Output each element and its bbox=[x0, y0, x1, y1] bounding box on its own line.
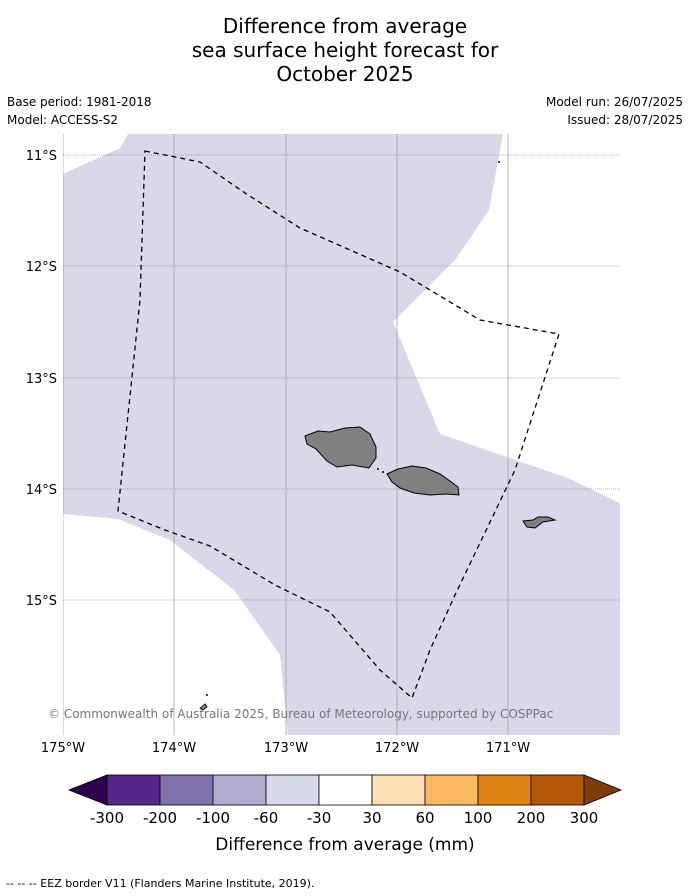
colorbar-tick-label: -200 bbox=[143, 809, 177, 827]
island-tutuila bbox=[522, 516, 557, 529]
colorbar-bin bbox=[106, 774, 161, 806]
colorbar-bin bbox=[530, 774, 585, 806]
colorbar-bin bbox=[159, 774, 214, 806]
colorbar-extend-high bbox=[583, 774, 623, 806]
colorbar-tick-label: -60 bbox=[254, 809, 279, 827]
colorbar-extend-low bbox=[67, 774, 108, 806]
colorbar-bin bbox=[371, 774, 426, 806]
lon-label: 174°W bbox=[152, 741, 196, 756]
title-line-2: sea surface height forecast for bbox=[191, 38, 499, 62]
island-upolu bbox=[386, 465, 460, 496]
lat-label: 13°S bbox=[26, 372, 57, 387]
model-run: Model run: 26/07/2025 bbox=[545, 95, 683, 109]
lat-label: 11°S bbox=[26, 149, 57, 164]
island-apolima bbox=[382, 471, 384, 473]
colorbar-bin bbox=[477, 774, 532, 806]
model-name: Model: ACCESS-S2 bbox=[7, 113, 119, 127]
lat-label: 14°S bbox=[26, 483, 57, 498]
lat-label: 15°S bbox=[26, 594, 57, 609]
map-title: Difference from average sea surface heig… bbox=[0, 14, 690, 86]
island-manono bbox=[377, 468, 379, 470]
lat-label: 12°S bbox=[26, 260, 57, 275]
colorbar-bin bbox=[265, 774, 320, 806]
base-period: Base period: 1981-2018 bbox=[7, 95, 152, 109]
colorbar-tick-label: -100 bbox=[196, 809, 230, 827]
eez-border bbox=[117, 150, 560, 700]
islet-southwest bbox=[206, 694, 208, 696]
colorbar: -300 -200 -100 -60 -30 30 60 100 200 300… bbox=[67, 774, 623, 855]
lon-label: 171°W bbox=[486, 741, 530, 756]
colorbar-title: Difference from average (mm) bbox=[215, 835, 474, 855]
copyright-notice: © Commonwealth of Australia 2025, Bureau… bbox=[48, 707, 553, 721]
colorbar-bin bbox=[212, 774, 267, 806]
lon-label: 175°W bbox=[41, 741, 85, 756]
gridlines bbox=[63, 134, 620, 735]
colorbar-tick-label: 30 bbox=[362, 809, 381, 827]
colorbar-tick-label: -30 bbox=[307, 809, 332, 827]
colorbar-bin bbox=[424, 774, 479, 806]
colorbar-tick-label: -300 bbox=[90, 809, 124, 827]
island-savaii bbox=[304, 426, 377, 469]
colorbar-tick-label: 300 bbox=[570, 809, 599, 827]
colorbar-bin bbox=[318, 774, 373, 806]
eez-footnote: -- -- -- EEZ border V11 (Flanders Marine… bbox=[6, 877, 315, 890]
issued-date: Issued: 28/07/2025 bbox=[567, 113, 683, 127]
island-small-southwest bbox=[199, 703, 208, 711]
title-line-1: Difference from average bbox=[222, 14, 468, 38]
colorbar-tick-label: 60 bbox=[415, 809, 434, 827]
title-line-3: October 2025 bbox=[276, 62, 414, 86]
lon-label: 173°W bbox=[264, 741, 308, 756]
colorbar-tick-label: 100 bbox=[464, 809, 493, 827]
colorbar-tick-label: 200 bbox=[517, 809, 546, 827]
map-area bbox=[63, 134, 620, 735]
lon-label: 172°W bbox=[375, 741, 419, 756]
islet-north bbox=[498, 161, 500, 163]
